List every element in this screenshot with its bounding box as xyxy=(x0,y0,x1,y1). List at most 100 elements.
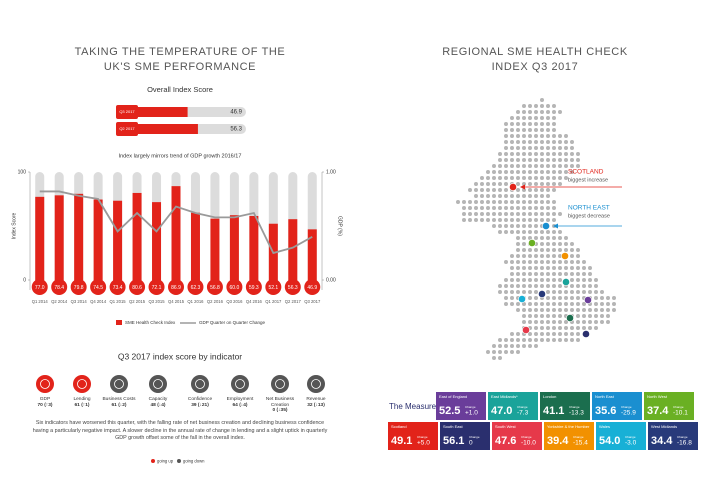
map-dot xyxy=(582,314,586,318)
map-dot xyxy=(588,320,592,324)
map-dot xyxy=(588,284,592,288)
tile-value: 47.0 xyxy=(491,405,512,417)
map-dot xyxy=(522,272,526,276)
indicator-icon xyxy=(307,375,325,393)
map-dot xyxy=(582,308,586,312)
map-dot xyxy=(564,308,568,312)
map-dot xyxy=(582,284,586,288)
map-dot xyxy=(516,182,520,186)
map-dot xyxy=(528,170,532,174)
map-dot xyxy=(600,302,604,306)
map-dot xyxy=(480,200,484,204)
legend-label: going up xyxy=(157,459,174,464)
tile-bg xyxy=(644,392,694,420)
map-dot xyxy=(552,242,556,246)
map-dot xyxy=(540,308,544,312)
map-dot xyxy=(516,242,520,246)
map-dot xyxy=(510,338,514,342)
map-dot xyxy=(492,194,496,198)
map-dot xyxy=(534,206,538,210)
map-dot xyxy=(528,278,532,282)
legend-label: SME Health Check Index xyxy=(125,320,176,325)
map-dot xyxy=(504,188,508,192)
value-label: 46.9 xyxy=(307,285,317,291)
value-label: 52.1 xyxy=(268,285,278,291)
map-dot xyxy=(510,134,514,138)
map-dot xyxy=(546,218,550,222)
indicator-icon xyxy=(231,375,249,393)
thermo-bulb xyxy=(148,279,165,295)
map-dot xyxy=(546,152,550,156)
indicator-name: Business Costs xyxy=(102,397,136,402)
map-dot xyxy=(576,320,580,324)
region-tile: Scotland 49.1 Change+5.0 xyxy=(388,422,438,450)
indicator-score: 64 (↓4) xyxy=(220,403,260,409)
map-dot xyxy=(528,332,532,336)
map-dot xyxy=(504,290,508,294)
map-dot xyxy=(510,128,514,132)
thermo-bulb xyxy=(187,279,204,295)
map-dot xyxy=(498,170,502,174)
indicator-score: 39 (↓21) xyxy=(180,403,220,409)
map-dot xyxy=(534,344,538,348)
map-dot xyxy=(522,254,526,258)
x-tick-label: Q2 2014 xyxy=(51,299,68,304)
map-dot xyxy=(504,206,508,210)
value-label: 73.4 xyxy=(113,285,123,291)
map-dot xyxy=(516,152,520,156)
map-dot xyxy=(528,176,532,180)
map-dot xyxy=(516,140,520,144)
map-dot xyxy=(546,128,550,132)
map-dot xyxy=(516,164,520,168)
map-dot xyxy=(576,158,580,162)
map-dot xyxy=(564,326,568,330)
tile-change: 0 xyxy=(469,440,473,447)
map-dot xyxy=(528,164,532,168)
map-dot xyxy=(552,260,556,264)
summary-paragraph: Six indicators have worsened this quarte… xyxy=(32,420,328,442)
overall-label: Q3 2017 xyxy=(119,109,135,114)
thermo-bulb xyxy=(109,279,126,295)
map-dot xyxy=(516,116,520,120)
indicator-icon-inner xyxy=(275,379,285,389)
map-dot xyxy=(576,338,580,342)
map-dot xyxy=(522,158,526,162)
tile-bg xyxy=(440,422,490,450)
region-dot xyxy=(566,314,574,322)
map-dot xyxy=(534,164,538,168)
region-dot xyxy=(509,183,517,191)
map-dot xyxy=(504,146,508,150)
map-dot xyxy=(558,338,562,342)
x-tick-label: Q1 2017 xyxy=(265,299,282,304)
map-dot xyxy=(534,134,538,138)
map-dot xyxy=(558,320,562,324)
tile-name: East Midlands* xyxy=(491,394,518,399)
map-dot xyxy=(522,206,526,210)
map-dot xyxy=(546,338,550,342)
map-dot xyxy=(534,104,538,108)
region-dot xyxy=(538,290,546,298)
map-dot xyxy=(492,200,496,204)
tile-name: Wales xyxy=(599,424,610,429)
map-dot xyxy=(564,170,568,174)
map-dot xyxy=(528,122,532,126)
map-dot xyxy=(492,344,496,348)
overall-tab xyxy=(116,105,138,119)
map-dot xyxy=(534,200,538,204)
map-dot xyxy=(522,278,526,282)
map-dot xyxy=(558,170,562,174)
map-dot xyxy=(468,200,472,204)
indicator-score: 61 (↑1) xyxy=(62,403,102,409)
map-dot xyxy=(558,278,562,282)
map-dot xyxy=(552,122,556,126)
x-tick-label: Q4 2016 xyxy=(246,299,263,304)
map-dot xyxy=(534,314,538,318)
map-dot xyxy=(540,188,544,192)
map-dot xyxy=(588,314,592,318)
map-dot xyxy=(510,212,514,216)
indicator-icon xyxy=(73,375,91,393)
map-dot xyxy=(594,302,598,306)
map-dot xyxy=(528,320,532,324)
map-dot xyxy=(534,116,538,120)
